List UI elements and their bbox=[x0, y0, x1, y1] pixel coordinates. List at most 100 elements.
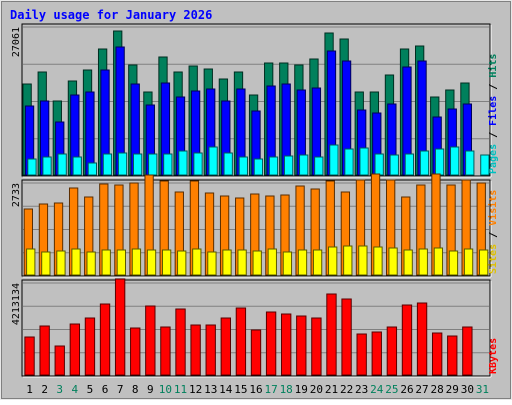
y-max-label: 2733 bbox=[11, 183, 22, 207]
bar-pages-day-25 bbox=[389, 154, 399, 176]
bar-kbytes-day-5 bbox=[84, 317, 96, 376]
bar-pages-day-4 bbox=[72, 156, 82, 176]
legend-part: Sites bbox=[487, 244, 499, 274]
bar-sites-day-8 bbox=[131, 248, 142, 276]
bar-kbytes-day-7 bbox=[114, 278, 126, 376]
x-tick-label: 26 bbox=[400, 383, 413, 396]
bar-sites-day-9 bbox=[146, 249, 157, 276]
bar-sites-day-20 bbox=[312, 249, 323, 276]
chart-title: Daily usage for January 2026 bbox=[10, 8, 212, 22]
panel-kbytes: 4213134 KBytes bbox=[11, 278, 499, 378]
bar-kbytes-day-25 bbox=[386, 326, 398, 376]
panel-visits: 2733 Sites / Visits bbox=[11, 173, 499, 278]
bar-sites-day-31 bbox=[479, 249, 489, 276]
x-tick-label: 30 bbox=[461, 383, 474, 396]
bar-sites-day-17 bbox=[267, 248, 277, 276]
bar-pages-day-29 bbox=[450, 146, 460, 176]
bar-pages-day-30 bbox=[465, 150, 475, 176]
x-tick-label: 27 bbox=[415, 383, 428, 396]
x-tick-label: 31 bbox=[476, 383, 489, 396]
bar-pages-day-7 bbox=[117, 152, 128, 176]
bar-kbytes-day-8 bbox=[130, 327, 141, 376]
legend-part: Pages bbox=[488, 144, 499, 174]
bar-sites-day-11 bbox=[177, 250, 187, 276]
bar-sites-day-3 bbox=[56, 250, 66, 276]
bar-sites-day-27 bbox=[418, 248, 428, 276]
bar-pages-day-18 bbox=[283, 155, 294, 176]
panel-frame bbox=[21, 279, 491, 377]
bar-pages-day-3 bbox=[57, 153, 67, 176]
x-tick-label: 16 bbox=[249, 383, 262, 396]
bar-pages-day-26 bbox=[404, 153, 415, 176]
bar-pages-day-27 bbox=[419, 150, 430, 176]
bar-kbytes-day-4 bbox=[69, 323, 81, 376]
bar-sites-day-26 bbox=[403, 249, 413, 276]
x-tick-label: 10 bbox=[159, 383, 172, 396]
x-tick-label: 9 bbox=[147, 383, 154, 396]
bar-kbytes-day-16 bbox=[250, 329, 262, 376]
bar-pages-day-8 bbox=[132, 153, 143, 176]
bar-sites-day-30 bbox=[463, 248, 474, 276]
bar-kbytes-day-1 bbox=[24, 336, 35, 376]
bar-sites-day-4 bbox=[71, 248, 81, 276]
bar-kbytes-day-15 bbox=[235, 307, 247, 376]
legend-part: / bbox=[488, 226, 499, 244]
bar-pages-day-22 bbox=[344, 148, 354, 176]
legend-part: Visits bbox=[487, 190, 499, 226]
bar-pages-day-11 bbox=[178, 150, 188, 176]
bar-sites-day-24 bbox=[373, 246, 383, 276]
x-tick-label: 5 bbox=[87, 383, 94, 396]
x-tick-label: 4 bbox=[72, 383, 79, 396]
x-tick-label: 7 bbox=[117, 383, 124, 396]
bar-pages-day-1 bbox=[27, 158, 37, 176]
bar-sites-day-12 bbox=[192, 248, 202, 276]
bar-sites-day-15 bbox=[237, 249, 247, 276]
bar-sites-day-14 bbox=[222, 249, 232, 276]
bar-pages-day-20 bbox=[314, 156, 324, 176]
series-sites bbox=[26, 245, 489, 276]
bar-pages-day-28 bbox=[434, 148, 445, 176]
x-tick-label: 29 bbox=[446, 383, 459, 396]
bar-kbytes-day-18 bbox=[281, 313, 292, 376]
bar-kbytes-day-27 bbox=[416, 302, 428, 376]
bar-sites-day-10 bbox=[161, 249, 172, 276]
y-max-label: 27061 bbox=[11, 27, 22, 57]
bar-sites-day-21 bbox=[328, 246, 338, 276]
bar-kbytes-day-2 bbox=[39, 325, 50, 376]
bar-kbytes-day-3 bbox=[54, 345, 65, 376]
bar-kbytes-day-21 bbox=[326, 293, 337, 376]
bar-pages-day-2 bbox=[42, 156, 52, 176]
bar-sites-day-16 bbox=[252, 250, 262, 276]
bar-pages-day-9 bbox=[148, 153, 158, 176]
x-tick-label: 12 bbox=[189, 383, 202, 396]
x-tick-label: 18 bbox=[280, 383, 293, 396]
x-tick-label: 25 bbox=[385, 383, 398, 396]
bar-kbytes-day-30 bbox=[462, 326, 473, 376]
bar-kbytes-day-26 bbox=[401, 304, 413, 376]
bar-pages-day-16 bbox=[253, 158, 264, 176]
bar-sites-day-18 bbox=[282, 251, 293, 276]
legend-part: KBytes bbox=[488, 338, 499, 374]
bar-sites-day-5 bbox=[86, 251, 96, 276]
bar-kbytes-day-13 bbox=[205, 324, 216, 376]
bar-kbytes-day-9 bbox=[145, 305, 156, 376]
x-tick-label: 6 bbox=[102, 383, 109, 396]
bar-pages-day-12 bbox=[193, 152, 203, 176]
x-tick-label: 19 bbox=[295, 383, 308, 396]
bar-kbytes-day-17 bbox=[265, 311, 277, 376]
bar-pages-day-5 bbox=[87, 162, 97, 176]
legend-part: Hits bbox=[487, 54, 499, 78]
x-tick-label: 1 bbox=[26, 383, 33, 396]
panel-hits: 27061 Pages / Files / Hits bbox=[11, 23, 499, 178]
bar-sites-day-25 bbox=[388, 247, 398, 276]
bar-kbytes-day-10 bbox=[160, 326, 171, 376]
chart-border-shadow bbox=[1, 1, 511, 399]
bar-pages-day-31 bbox=[480, 154, 490, 176]
panel-frame bbox=[21, 179, 491, 277]
bar-sites-day-29 bbox=[448, 250, 459, 276]
series-kbytes bbox=[24, 278, 473, 376]
bar-pages-day-23 bbox=[359, 147, 369, 176]
bar-kbytes-day-29 bbox=[447, 335, 458, 376]
